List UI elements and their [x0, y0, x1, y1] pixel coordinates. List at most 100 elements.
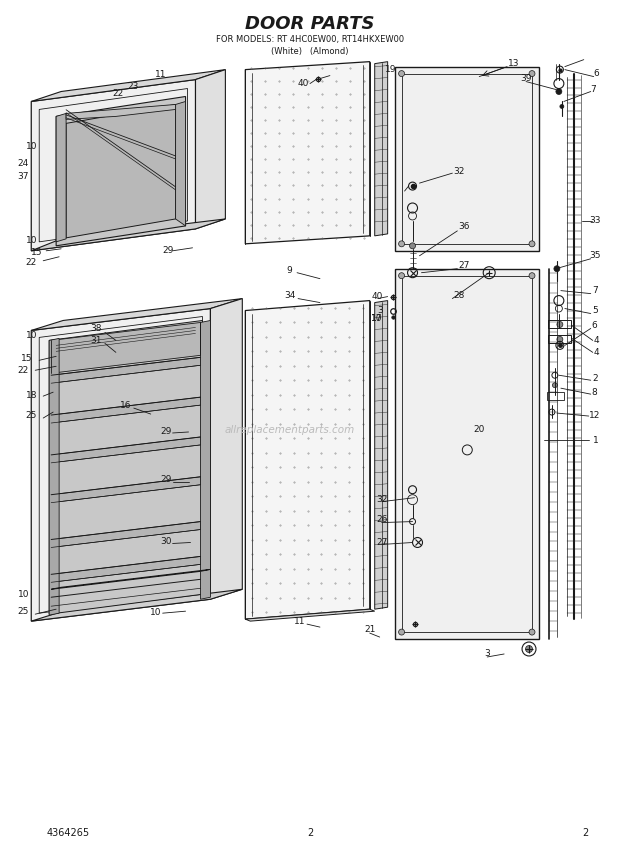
Polygon shape	[246, 609, 374, 621]
Text: 11: 11	[155, 70, 166, 79]
Polygon shape	[394, 67, 539, 251]
Text: 23: 23	[127, 82, 138, 91]
Text: 39: 39	[520, 74, 532, 83]
Text: 33: 33	[589, 217, 600, 225]
Text: 20: 20	[474, 425, 485, 435]
Circle shape	[552, 383, 557, 388]
Text: 10: 10	[371, 314, 383, 323]
Circle shape	[560, 104, 564, 109]
Polygon shape	[31, 219, 226, 251]
Text: 28: 28	[454, 291, 465, 300]
Text: 31: 31	[91, 336, 102, 345]
Text: 2: 2	[592, 374, 598, 383]
Text: 2: 2	[583, 828, 589, 838]
Text: 30: 30	[160, 537, 171, 546]
Polygon shape	[374, 300, 388, 609]
Text: 17: 17	[371, 314, 383, 323]
Text: 3: 3	[484, 650, 490, 658]
Text: 37: 37	[17, 172, 29, 181]
Text: 4364265: 4364265	[46, 828, 89, 838]
Text: (White)   (Almond): (White) (Almond)	[272, 47, 348, 56]
Circle shape	[399, 241, 405, 247]
Polygon shape	[51, 569, 210, 589]
Polygon shape	[200, 320, 210, 599]
Text: 4: 4	[594, 348, 600, 357]
Circle shape	[399, 629, 405, 635]
Text: 27: 27	[376, 538, 388, 547]
Polygon shape	[175, 102, 185, 226]
Polygon shape	[51, 357, 200, 383]
Polygon shape	[31, 69, 226, 102]
Polygon shape	[51, 397, 200, 423]
Polygon shape	[56, 113, 66, 242]
Text: 2: 2	[307, 828, 313, 838]
Text: 12: 12	[589, 411, 600, 419]
Text: 35: 35	[589, 252, 600, 260]
Polygon shape	[51, 521, 200, 548]
Text: 22: 22	[17, 366, 29, 375]
Text: 24: 24	[17, 158, 29, 168]
Text: 8: 8	[592, 388, 598, 396]
Polygon shape	[31, 80, 195, 251]
Text: 26: 26	[376, 515, 388, 524]
Text: 29: 29	[160, 475, 171, 484]
Text: 9: 9	[286, 266, 292, 276]
Polygon shape	[374, 62, 388, 236]
Text: 13: 13	[508, 59, 520, 68]
Text: 10: 10	[25, 236, 37, 246]
Text: 10: 10	[150, 608, 161, 616]
Text: 22: 22	[112, 89, 123, 98]
Polygon shape	[49, 338, 59, 615]
Text: 11: 11	[294, 616, 306, 626]
Text: 32: 32	[454, 167, 465, 175]
Text: 40: 40	[298, 79, 309, 88]
Circle shape	[557, 322, 563, 328]
Text: 25: 25	[17, 607, 29, 615]
Text: 19: 19	[384, 65, 396, 74]
Text: 29: 29	[160, 427, 171, 437]
Text: 36: 36	[459, 223, 470, 231]
Circle shape	[529, 273, 535, 279]
Polygon shape	[246, 300, 370, 619]
Text: 27: 27	[459, 261, 470, 270]
Text: 15: 15	[20, 354, 32, 363]
Text: 6: 6	[594, 69, 600, 78]
Text: 40: 40	[371, 292, 383, 301]
Text: 29: 29	[162, 247, 174, 255]
Polygon shape	[51, 437, 200, 463]
Polygon shape	[31, 308, 210, 621]
Polygon shape	[56, 97, 185, 246]
Polygon shape	[31, 299, 242, 330]
Text: 1: 1	[593, 437, 598, 445]
Polygon shape	[195, 69, 226, 229]
Circle shape	[554, 265, 560, 271]
Text: 10: 10	[25, 142, 37, 151]
Text: 34: 34	[285, 291, 296, 300]
Polygon shape	[31, 589, 242, 621]
Circle shape	[529, 70, 535, 76]
Text: 21: 21	[364, 625, 376, 633]
Circle shape	[526, 645, 533, 652]
Text: 7: 7	[592, 286, 598, 295]
Text: 22: 22	[25, 259, 37, 267]
Circle shape	[410, 243, 415, 249]
Polygon shape	[49, 320, 203, 614]
Circle shape	[529, 629, 535, 635]
Text: 4: 4	[594, 336, 600, 345]
Polygon shape	[394, 269, 539, 639]
Circle shape	[556, 88, 562, 94]
Text: FOR MODELS: RT 4HC0EW00, RT14HKXEW00: FOR MODELS: RT 4HC0EW00, RT14HKXEW00	[216, 35, 404, 45]
Polygon shape	[246, 62, 370, 244]
Text: DOOR PARTS: DOOR PARTS	[246, 15, 374, 33]
Text: allreplacementparts.com: allreplacementparts.com	[225, 425, 355, 435]
Polygon shape	[51, 323, 200, 373]
Circle shape	[557, 336, 563, 342]
Polygon shape	[210, 299, 242, 599]
Circle shape	[529, 241, 535, 247]
Text: 16: 16	[120, 401, 131, 410]
Text: 32: 32	[376, 495, 388, 504]
Polygon shape	[51, 477, 200, 502]
Polygon shape	[51, 556, 200, 582]
Text: 25: 25	[25, 411, 37, 419]
Text: 3: 3	[377, 306, 383, 315]
